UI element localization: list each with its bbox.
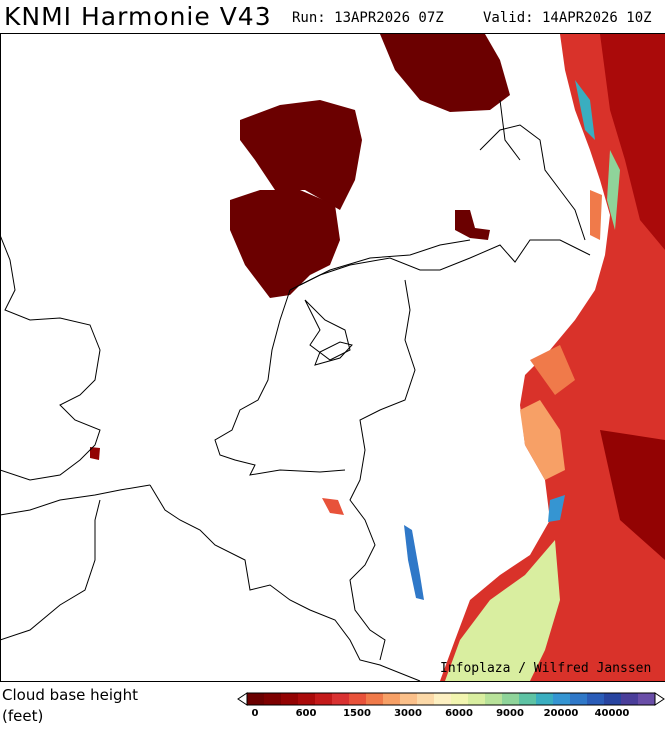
- colorbar-swatch: [638, 693, 656, 705]
- cloud-area: [548, 495, 565, 522]
- colorbar-swatch: [366, 693, 384, 705]
- colorbar-swatch: [621, 693, 639, 705]
- cloud-area: [530, 345, 575, 395]
- cloud-area: [240, 100, 362, 210]
- colorbar-swatch: [315, 693, 333, 705]
- cloud-area: [590, 190, 602, 240]
- colorbar-swatch: [553, 693, 571, 705]
- title: KNMI Harmonie V43: [4, 2, 272, 31]
- cloud-area: [575, 80, 595, 140]
- colorbar-swatch: [281, 693, 299, 705]
- colorbar-swatch: [349, 693, 367, 705]
- legend-unit: (feet): [2, 707, 44, 725]
- cloud-area: [322, 498, 344, 515]
- colorbar-label: 40000: [595, 708, 630, 719]
- cloud-area: [445, 540, 560, 681]
- cloud-area: [600, 34, 665, 250]
- colorbar-swatch: [502, 693, 520, 705]
- cloud-area: [404, 525, 424, 600]
- valid-time: Valid: 14APR2026 10Z: [483, 10, 652, 26]
- colorbar-label: 9000: [496, 708, 524, 719]
- colorbar-label: 20000: [544, 708, 579, 719]
- colorbar: 0 600 1500 3000 6000 9000 20000 40000: [237, 692, 665, 719]
- cloud-area: [520, 400, 565, 480]
- cloud-area: [455, 210, 490, 240]
- cloud-area: [607, 150, 620, 230]
- colorbar-swatch: [417, 693, 435, 705]
- colorbar-swatch: [519, 693, 537, 705]
- cloud-area: [380, 34, 510, 112]
- run-time: Run: 13APR2026 07Z: [292, 10, 444, 26]
- colorbar-swatch: [485, 693, 503, 705]
- legend-label: Cloud base height: [2, 686, 138, 704]
- colorbar-swatch: [604, 693, 622, 705]
- cloud-area: [90, 447, 100, 460]
- colorbar-swatch: [264, 693, 282, 705]
- colorbar-label: 3000: [394, 708, 422, 719]
- colorbar-label: 600: [296, 708, 317, 719]
- coastlines: [0, 99, 591, 682]
- colorbar-arrow: [237, 692, 248, 706]
- colorbar-label: 6000: [445, 708, 473, 719]
- colorbar-arrow: [654, 692, 665, 706]
- cloud-area: [600, 430, 665, 560]
- colorbar-swatch: [400, 693, 418, 705]
- colorbar-swatch: [383, 693, 401, 705]
- colorbar-swatch: [434, 693, 452, 705]
- colorbar-outline: [246, 692, 656, 706]
- colorbar-swatch: [298, 693, 316, 705]
- map: [0, 33, 665, 682]
- credit: Infoplaza / Wilfred Janssen: [440, 661, 652, 676]
- colorbar-label: 1500: [343, 708, 371, 719]
- cloud-area: [230, 190, 340, 298]
- colorbar-swatch: [587, 693, 605, 705]
- colorbar-swatch: [536, 693, 554, 705]
- colorbar-swatch: [570, 693, 588, 705]
- legend-title: Cloud base height (feet): [2, 685, 138, 727]
- colorbar-swatch: [247, 693, 265, 705]
- colorbar-swatch: [451, 693, 469, 705]
- colorbar-swatch: [468, 693, 486, 705]
- colorbar-label: 0: [252, 708, 259, 719]
- colorbar-swatch: [332, 693, 350, 705]
